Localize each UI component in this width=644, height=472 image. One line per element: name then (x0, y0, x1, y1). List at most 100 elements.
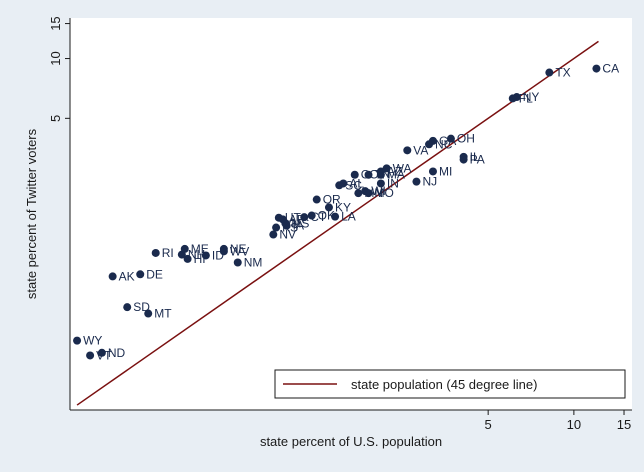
point-label-nj: NJ (422, 175, 437, 189)
point-mi (428, 167, 437, 176)
point-oh (446, 134, 455, 143)
point-nh (177, 250, 186, 259)
point-nj (412, 177, 421, 186)
y-axis-label: state percent of Twitter voters (24, 128, 39, 299)
point-label-la: LA (341, 210, 356, 224)
point-label-oh: OH (457, 132, 475, 146)
point-label-mi: MI (439, 164, 452, 178)
point-label-ms: MS (291, 216, 309, 230)
point-va (403, 146, 412, 155)
x-tick-label: 15 (617, 417, 631, 432)
point-label-mt: MT (154, 307, 172, 321)
point-sc (335, 181, 344, 190)
point-in (376, 179, 385, 188)
y-tick-label: 15 (48, 16, 63, 30)
point-ct (300, 213, 309, 222)
point-label-va: VA (413, 143, 428, 157)
point-label-nv: NV (279, 228, 296, 242)
legend-entry: state population (45 degree line) (351, 377, 537, 392)
point-ky (324, 203, 333, 212)
x-tick-label: 10 (567, 417, 581, 432)
point-label-me: ME (191, 242, 209, 256)
point-label-ne: NE (230, 242, 247, 256)
point-label-nm: NM (244, 255, 263, 269)
point-label-ak: AK (119, 269, 135, 283)
point-hi (183, 254, 192, 263)
point-la (331, 212, 340, 221)
point-mo (364, 189, 373, 198)
point-label-ca: CA (602, 62, 619, 76)
point-pa (459, 155, 468, 164)
point-label-nc: NC (435, 137, 453, 151)
point-label-co: CO (361, 168, 379, 182)
point-label-fl: FL (519, 91, 533, 105)
y-tick-label: 5 (48, 115, 63, 122)
point-label-de: DE (146, 267, 163, 281)
point-label-in: IN (387, 176, 399, 190)
point-de (136, 270, 145, 279)
point-id (201, 251, 210, 260)
point-label-tn: TN (375, 168, 391, 182)
point-ak (108, 272, 117, 281)
point-label-ct: CT (310, 210, 327, 224)
point-label-nd: ND (108, 346, 126, 360)
point-wv (219, 247, 228, 256)
point-az (376, 167, 385, 176)
point-ok (307, 211, 316, 220)
point-wy (73, 336, 82, 345)
point-label-mn: MN (364, 186, 383, 200)
point-label-ny: NY (523, 90, 540, 104)
point-label-ok: OK (318, 209, 335, 223)
point-label-ia: IA (293, 219, 304, 233)
point-label-ut: UT (285, 211, 302, 225)
point-ia (282, 221, 291, 230)
point-ca (592, 64, 601, 73)
point-label-nh: NH (188, 248, 205, 262)
point-label-ky: KY (335, 200, 351, 214)
point-label-wy: WY (83, 334, 102, 348)
point-sd (123, 303, 132, 312)
point-co (350, 170, 359, 179)
point-label-al: AL (349, 176, 364, 190)
point-label-ri: RI (162, 246, 174, 260)
y-tick-label: 10 (48, 51, 63, 65)
point-or (312, 195, 321, 204)
x-axis-label: state percent of U.S. population (260, 434, 442, 449)
point-label-sc: SC (345, 178, 362, 192)
point-label-vt: VT (96, 348, 112, 362)
point-label-az: AZ (387, 164, 402, 178)
point-label-id: ID (212, 248, 224, 262)
point-ri (151, 248, 160, 257)
point-tx (545, 68, 554, 77)
point-ks (272, 223, 281, 232)
point-vt (86, 351, 95, 360)
point-label-ma: MA (387, 168, 405, 182)
point-label-mo: MO (375, 186, 394, 200)
point-nm (233, 258, 242, 267)
points-group (73, 64, 601, 360)
point-label-ks: KS (282, 221, 298, 235)
axes: 5 10 15 5 10 15 (48, 16, 632, 432)
point-label-il: IL (470, 150, 480, 164)
point-nc (425, 140, 434, 149)
point-fl (508, 94, 517, 103)
point-label-sd: SD (133, 300, 150, 314)
point-nd (97, 348, 106, 357)
point-label-pa: PA (470, 153, 485, 167)
x-tick-label: 5 (485, 417, 492, 432)
point-nv (269, 230, 278, 239)
point-label-wi: WI (371, 184, 386, 198)
legend: state population (45 degree line) (274, 369, 626, 399)
point-label-tx: TX (555, 66, 570, 80)
point-label-hi: HI (194, 252, 206, 266)
point-label-ar: AR (289, 212, 306, 226)
point-mn (354, 189, 363, 198)
point-label-wv: WV (230, 244, 249, 258)
point-tn (364, 170, 373, 179)
point-label-wa: WA (393, 161, 412, 175)
point-label-or: OR (323, 193, 341, 207)
point-mt (144, 309, 153, 318)
point-label-ga: GA (439, 134, 456, 148)
